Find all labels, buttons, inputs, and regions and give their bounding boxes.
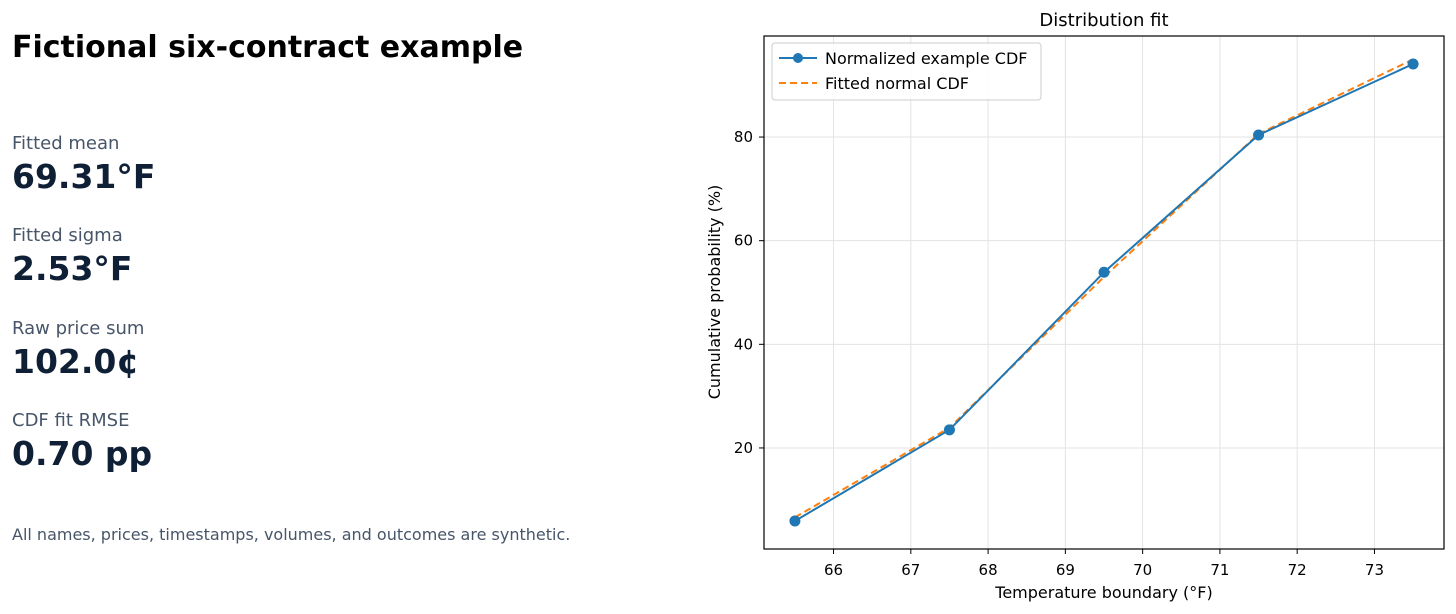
x-tick-label: 69 bbox=[1056, 561, 1075, 579]
chart-title: Distribution fit bbox=[1039, 10, 1168, 31]
x-tick-label: 72 bbox=[1288, 561, 1307, 579]
legend-label-fit: Fitted normal CDF bbox=[825, 74, 969, 93]
metric-value: 102.0¢ bbox=[12, 342, 140, 381]
metric-value: 69.31°F bbox=[12, 157, 156, 196]
ticks: 66 67 68 69 70 71 72 73 20 40 60 80 bbox=[734, 128, 1384, 579]
data-point bbox=[789, 515, 801, 527]
x-tick-label: 70 bbox=[1133, 561, 1152, 579]
series bbox=[789, 58, 1419, 527]
x-tick-label: 71 bbox=[1210, 561, 1229, 579]
page-title: Fictional six-contract example bbox=[12, 30, 524, 65]
x-tick-label: 73 bbox=[1365, 561, 1384, 579]
metric-value: 0.70 pp bbox=[12, 434, 153, 473]
x-axis-label: Temperature boundary (°F) bbox=[994, 583, 1212, 602]
metric-label: CDF fit RMSE bbox=[12, 410, 130, 431]
grid bbox=[764, 36, 1444, 549]
legend-frame bbox=[771, 42, 1042, 101]
series-line-fitted-cdf bbox=[794, 58, 1414, 519]
distribution-fit-chart: Distribution fit 66 67 68 69 70 71 72 73 20 40 60 8… bbox=[700, 0, 1456, 614]
footnote: All names, prices, timestamps, volumes, … bbox=[12, 525, 571, 544]
y-tick-label: 20 bbox=[734, 439, 753, 457]
legend-marker-cdf bbox=[793, 53, 803, 63]
x-tick-label: 68 bbox=[979, 561, 998, 579]
x-tick-label: 67 bbox=[901, 561, 920, 579]
data-point bbox=[943, 424, 955, 436]
data-point bbox=[1098, 266, 1110, 278]
legend: Normalized example CDF Fitted normal CDF bbox=[771, 42, 1042, 101]
metric-raw-price-sum: Raw price sum 102.0¢ bbox=[12, 318, 144, 382]
metric-label: Raw price sum bbox=[12, 318, 145, 339]
metric-cdf-fit-rmse: CDF fit RMSE 0.70 pp bbox=[12, 410, 152, 474]
metric-label: Fitted mean bbox=[12, 133, 120, 154]
summary-panel: Fictional six-contract example Fitted me… bbox=[12, 0, 692, 614]
metric-fitted-sigma: Fitted sigma 2.53°F bbox=[12, 225, 132, 289]
x-tick-label: 66 bbox=[824, 561, 843, 579]
plot-frame bbox=[763, 35, 1445, 550]
data-point bbox=[1253, 129, 1265, 141]
series-line-normalized-cdf bbox=[794, 63, 1414, 522]
y-tick-label: 40 bbox=[734, 335, 753, 353]
metric-value: 2.53°F bbox=[12, 249, 133, 288]
legend-label-cdf: Normalized example CDF bbox=[825, 49, 1027, 68]
data-point bbox=[1407, 58, 1419, 70]
chart-svg: Distribution fit 66 67 68 69 70 71 72 73 20 40 60 8… bbox=[705, 10, 1445, 602]
y-axis-label: Cumulative probability (%) bbox=[705, 185, 724, 400]
y-tick-label: 80 bbox=[734, 128, 753, 146]
metric-fitted-mean: Fitted mean 69.31°F bbox=[12, 133, 155, 197]
metric-label: Fitted sigma bbox=[12, 225, 123, 246]
y-tick-label: 60 bbox=[734, 232, 753, 250]
